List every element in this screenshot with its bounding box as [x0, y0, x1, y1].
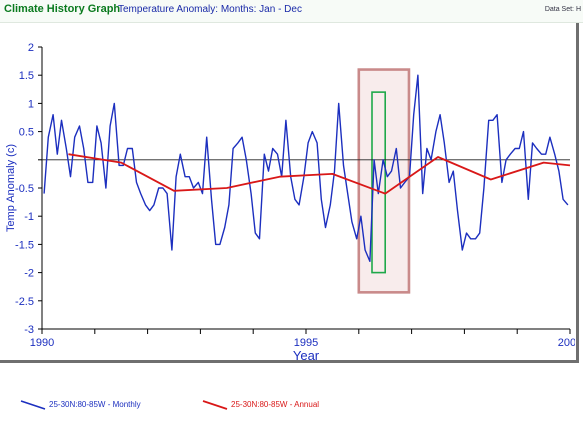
y-tick-label: -0.5 [15, 183, 34, 195]
legend-annual: 25-30N:80-85W - Annual [202, 398, 319, 410]
y-tick-label: -2.5 [15, 296, 34, 308]
highlight-box-outer [357, 68, 411, 294]
chart-frame [0, 23, 579, 363]
monthly-series-line [43, 74, 569, 263]
legend-monthly-swatch [20, 400, 46, 410]
y-tick-label: 1 [28, 98, 34, 110]
legend-annual-swatch [202, 400, 228, 410]
dataset-label: Data Set: H [544, 6, 581, 13]
x-tick-label: 1995 [294, 337, 318, 349]
y-tick-label: 2 [28, 42, 34, 54]
highlight-box-inner [371, 91, 386, 274]
annual-series-line [68, 153, 571, 195]
y-tick-label: 0.5 [19, 127, 34, 139]
y-tick-label: -1 [24, 211, 34, 223]
y-tick-label: -3 [24, 324, 34, 336]
x-axis-label: Year [293, 348, 320, 363]
x-tick-label: 1990 [30, 337, 54, 349]
header-bar: Climate History Graph Temperature Anomal… [0, 0, 583, 23]
chart-subtitle: Temperature Anomaly: Months: Jan - Dec [118, 4, 302, 15]
y-axis-label: Temp Anomaly (c) [5, 144, 17, 232]
y-tick-label: -1.5 [15, 239, 34, 251]
legend-monthly: 25-30N:80-85W - Monthly [20, 398, 141, 410]
legend-annual-label: 25-30N:80-85W - Annual [231, 399, 320, 409]
app-title: Climate History Graph [4, 3, 121, 15]
legend-monthly-label: 25-30N:80-85W - Monthly [49, 399, 141, 409]
y-tick-label: 1.5 [19, 70, 34, 82]
y-tick-label: -2 [24, 268, 34, 280]
x-tick-label: 2000 [558, 337, 575, 349]
